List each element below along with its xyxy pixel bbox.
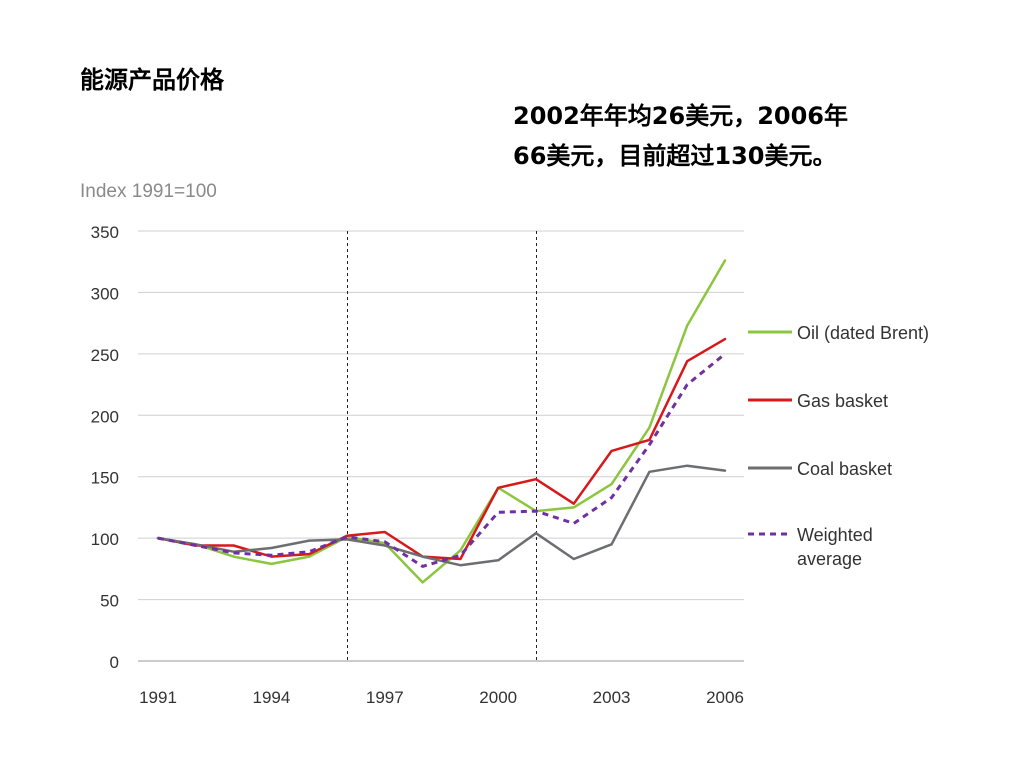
legend-label: Weighted average	[797, 525, 873, 569]
x-tick-label: 1991	[139, 688, 177, 707]
legend: Oil (dated Brent) Gas basket Coal basket We…	[748, 323, 929, 569]
x-tick-label: 1997	[366, 688, 404, 707]
price-note-line-2: 66美元，目前超过130美元。	[513, 142, 837, 170]
x-tick-label: 1994	[252, 688, 290, 707]
legend-label-line: Weighted	[797, 525, 873, 545]
y-tick-label: 200	[91, 407, 119, 426]
series-lines	[156, 259, 727, 584]
legend-label: Oil (dated Brent)	[797, 323, 929, 343]
gridlines	[138, 230, 744, 662]
price-note-line-1: 2002年年均26美元，2006年	[513, 102, 848, 130]
period-dividers	[347, 231, 537, 661]
series-line	[156, 259, 727, 584]
legend-label: Gas basket	[797, 391, 888, 411]
y-axis-label: Index 1991=100	[80, 181, 217, 202]
y-tick-label: 100	[91, 530, 119, 549]
legend-label-line: Coal basket	[797, 459, 892, 479]
y-tick-label: 300	[91, 284, 119, 303]
y-tick-label: 150	[91, 469, 119, 488]
legend-label-line: Oil (dated Brent)	[797, 323, 929, 343]
axis-labels: Index 1991=100 0 50 100 150 200 250 300 350 1991 1…	[80, 181, 744, 707]
series-line	[157, 352, 726, 568]
y-tick-label: 50	[100, 592, 119, 611]
series-line	[156, 464, 727, 567]
y-tick-label: 350	[91, 223, 119, 242]
y-tick-label: 250	[91, 346, 119, 365]
price-note: 2002年年均26美元，2006年 66美元，目前超过130美元。	[513, 96, 973, 176]
legend-label-line: Gas basket	[797, 391, 888, 411]
series-line	[156, 337, 727, 561]
x-tick-label: 2000	[479, 688, 517, 707]
y-tick-label: 0	[110, 653, 119, 672]
legend-label: Coal basket	[797, 459, 892, 479]
slide-title: 能源产品价格	[80, 66, 224, 94]
x-tick-label: 2006	[706, 688, 744, 707]
x-tick-label: 2003	[593, 688, 631, 707]
legend-label-line: average	[797, 549, 862, 569]
